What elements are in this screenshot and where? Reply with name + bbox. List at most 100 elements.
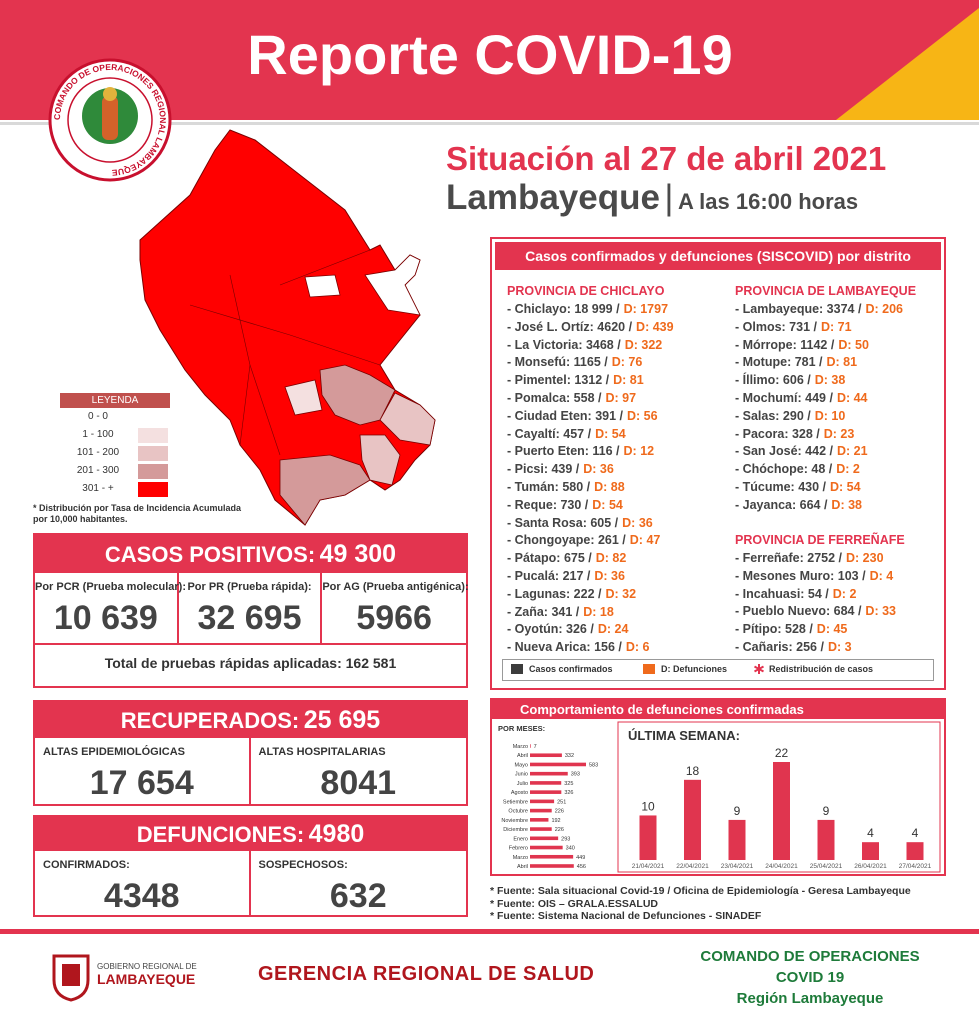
district-row: - Ferreñafe: 2752 / D: 230 — [735, 551, 884, 565]
district-cases: - Mórrope: 1142 / — [735, 337, 835, 352]
district-deaths: D: 38 — [831, 497, 862, 512]
district-cases: - Pimentel: 1312 / — [507, 373, 610, 388]
value-label: 9 — [823, 804, 830, 818]
district-row: - Incahuasi: 54 /D: 2 — [735, 587, 856, 601]
gov-logo — [52, 954, 90, 1002]
district-row: - Picsi: 439 /D: 36 — [507, 462, 614, 476]
category-label: Enero — [513, 836, 528, 842]
district-deaths: D: 88 — [594, 480, 625, 494]
district-row: - José L. Ortíz: 4620 /D: 439 — [507, 320, 674, 334]
district-cases: - Cañaris: 256 / — [735, 640, 824, 654]
district-row: - Oyotún: 326 /D: 24 — [507, 622, 628, 636]
district-cases: - Cayaltí: 457 / — [507, 426, 592, 441]
district-deaths: D: 18 — [583, 604, 614, 619]
stat-label: CONFIRMADOS: — [43, 859, 130, 871]
report-date: Situación al 27 de abril 2021 — [446, 140, 887, 177]
district-cases: - Reque: 730 / — [507, 497, 589, 512]
district-cases: - Chongoyape: 261 / — [507, 533, 626, 548]
map-district — [279, 454, 371, 526]
district-deaths: D: 32 — [605, 586, 637, 601]
district-row: - Monsefú: 1165 /D: 76 — [507, 355, 642, 369]
districts-legend: Casos confirmados D: Defunciones Redistr… — [502, 659, 934, 681]
header-rule — [0, 122, 979, 125]
legend-swatch — [138, 446, 168, 461]
recovered-total: 25 695 — [303, 706, 381, 734]
district-deaths: D: 206 — [865, 302, 903, 316]
category-label: 25/04/2021 — [810, 863, 843, 870]
legend-swatch — [643, 664, 655, 674]
district-cases: - Puerto Eten: 116 / — [507, 444, 620, 459]
deaths-box: DEFUNCIONES: 4980 CONFIRMADOS: 4348 SOSPEC… — [33, 815, 468, 917]
district-deaths: D: 36 — [622, 515, 653, 530]
deaths-chart-panel: Comportamiento de defunciones confirmada… — [490, 698, 946, 876]
district-row: - Cañaris: 256 /D: 3 — [735, 640, 852, 654]
value-label: 326 — [564, 790, 573, 796]
stat-value: 10 639 — [53, 599, 158, 637]
legend-swatch — [138, 428, 168, 443]
district-cases: - Mesones Muro: 103 / — [735, 568, 866, 583]
panel-title: Comportamiento de defunciones confirmada… — [520, 702, 804, 717]
bar — [862, 842, 879, 860]
sources: * Fuente: Sala situacional Covid-19 / Of… — [490, 885, 911, 923]
bar — [530, 836, 559, 841]
legend-title: LEYENDA — [60, 393, 170, 408]
district-cases: - Pacora: 328 / — [735, 426, 820, 441]
district-deaths: D: 54 — [595, 426, 626, 441]
district-cases: - Jayanca: 664 / — [735, 497, 828, 512]
logo: COMANDO DE OPERACIONES REGIONAL LAMBAYEQ… — [48, 58, 172, 182]
district-cases: - Oyotún: 326 / — [507, 622, 594, 637]
bar — [639, 815, 657, 860]
category-label: Mayo — [515, 762, 528, 768]
district-row: - Íllimo: 606 /D: 38 — [735, 373, 845, 387]
district-row: - Pucalá: 217 /D: 36 — [507, 569, 625, 583]
positives-header: CASOS POSITIVOS: 49 300 — [35, 535, 466, 573]
bar — [530, 744, 531, 748]
district-deaths: D: 12 — [623, 444, 655, 459]
district-row: - Pítipo: 528 /D: 45 — [735, 622, 847, 636]
bar — [530, 799, 555, 804]
district-row: - La Victoria: 3468 /D: 322 — [507, 338, 662, 352]
district-deaths: D: 3 — [827, 640, 852, 654]
stat-cell: CONFIRMADOS: 4348 — [35, 851, 251, 915]
district-cases: - Pucalá: 217 / — [507, 569, 591, 583]
weekly-frame — [617, 721, 941, 873]
district-row: - Santa Rosa: 605 /D: 36 — [507, 516, 653, 530]
district-cases: - Ferreñafe: 2752 / — [735, 551, 842, 565]
district-deaths: D: 44 — [836, 391, 868, 405]
district-deaths: D: 81 — [826, 355, 858, 370]
province-title: PROVINCIA DE FERREÑAFE — [735, 533, 905, 547]
stat-value: 4348 — [103, 877, 180, 915]
page-title: Reporte COVID-19 — [247, 23, 733, 86]
map-legend: LEYENDA 0 - 0 1 - 100 101 - 200 201 - 300 30… — [60, 393, 170, 498]
category-label: Julio — [517, 781, 528, 787]
district-cases: - Chiclayo: 18 999 / — [507, 302, 620, 316]
category-label: Marzo — [513, 855, 528, 861]
category-label: 24/04/2021 — [765, 863, 798, 870]
value-label: 7 — [534, 744, 537, 750]
panel-header — [491, 699, 945, 719]
stat-label: Por PCR (Prueba molecular): — [35, 581, 186, 593]
map-district — [304, 274, 341, 298]
district-deaths: D: 2 — [836, 462, 860, 477]
bar — [530, 827, 552, 831]
stat-cell: ALTAS HOSPITALARIAS 8041 — [251, 738, 467, 804]
district-cases: - Olmos: 731 / — [735, 319, 817, 334]
category-label: Abril — [517, 864, 528, 870]
stat-cell: Por PR (Prueba rápida): 32 695 — [179, 573, 323, 643]
corner-triangle — [836, 8, 979, 120]
value-label: 251 — [557, 799, 566, 805]
district-cases: - Santa Rosa: 605 / — [507, 515, 619, 530]
deaths-total: 4980 — [308, 820, 365, 848]
district-deaths: D: 47 — [629, 533, 661, 548]
district-deaths: D: 97 — [605, 391, 637, 405]
legend-asterisk — [754, 664, 764, 674]
category-label: 23/04/2021 — [721, 863, 754, 870]
category-label: Febrero — [509, 846, 528, 852]
category-label: Marzo — [513, 744, 528, 750]
district-row: - Salas: 290 /D: 10 — [735, 409, 845, 423]
footer-right-line: COVID 19 — [775, 969, 845, 986]
district-row: - Túcume: 430 / D: 54 — [735, 480, 861, 494]
chart-title: ÚLTIMA SEMANA: — [628, 728, 740, 743]
deaths-header: DEFUNCIONES: 4980 — [35, 817, 466, 851]
district-row: - Chiclayo: 18 999 /D: 1797 — [507, 302, 668, 316]
